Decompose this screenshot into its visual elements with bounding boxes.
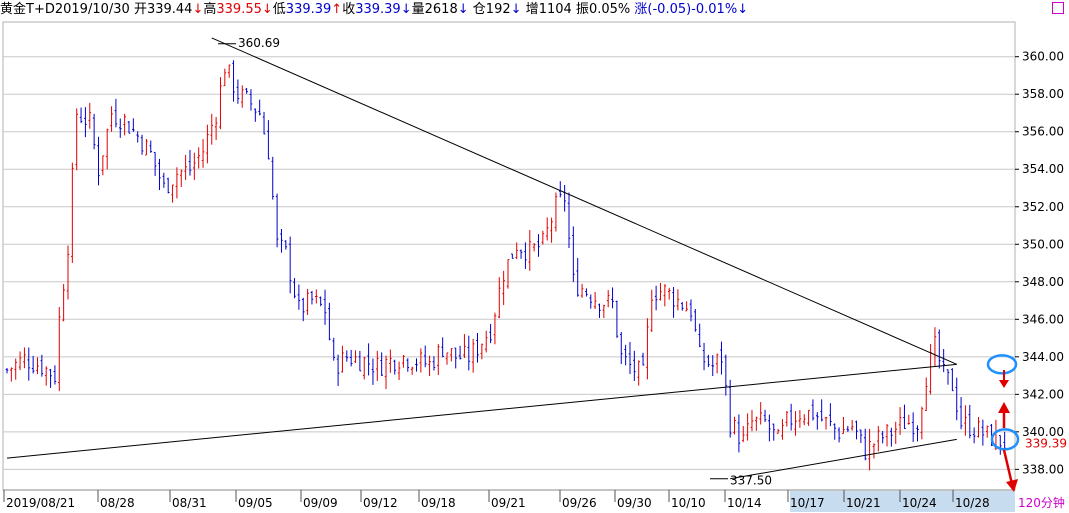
close-field: 收339.39↓ [342,2,412,17]
trendline-upper-resistance [211,37,957,365]
quote-date: 2019/10/30 [54,2,130,17]
arrow-up-head [998,402,1010,413]
x-tick-label: 09/18 [421,496,456,510]
breakout-circle-lower [990,428,1020,451]
y-tick-label: 346.00 [1022,312,1064,326]
amplitude-field: 振0.05% [575,2,631,17]
x-tick-label: 10/24 [902,496,937,510]
x-tick-label: 09/12 [363,496,398,510]
annotation-high: 360.69 [238,36,280,50]
y-tick-label: 338.00 [1022,462,1064,476]
y-tick-label: 354.00 [1022,162,1064,176]
trendline-lower-support [6,363,957,459]
x-tick-label: 10/10 [671,496,706,510]
x-tick-label: 09/09 [303,496,338,510]
low-field: 低339.39↑ [272,2,343,17]
arrow-down-small-head [999,380,1009,388]
high-field: 高339.55↓ [203,2,273,17]
current-price-label: 339.39 [1025,436,1067,450]
position-field: 仓192↓ [472,2,522,17]
x-tick-label: 10/21 [846,496,881,510]
axis-highlight-band [790,491,1015,512]
annotation-low: 337.50 [730,474,772,488]
x-tick-label: 09/21 [491,496,526,510]
candles-group [5,60,1006,471]
y-tick-label: 348.00 [1022,275,1064,289]
arrow-down-large-head [1006,479,1018,492]
breakout-circle-upper [986,354,1018,375]
trendline-wedge-support [730,438,957,480]
y-tick-label: 358.00 [1022,87,1064,101]
y-tick-label: 340.00 [1022,425,1064,439]
x-tick-label: 08/28 [100,496,135,510]
change-field: 涨(-0.05)-0.01%↓ [634,2,749,17]
arrow-down-large [1002,449,1014,485]
y-tick-label: 360.00 [1022,50,1064,64]
x-tick-label: 08/31 [172,496,207,510]
increase-field: 增1104 [525,2,572,17]
open-field: 开339.44↓ [133,2,204,17]
x-tick-label: 09/30 [617,496,652,510]
x-tick-label: 09/05 [238,496,273,510]
timeframe-label: 120分钟 [1018,495,1065,510]
volume-field: 量2618↓ [411,2,469,17]
x-tick-label: 10/14 [727,496,762,510]
quote-info-bar: 黄金T+D2019/10/30 开339.44↓高339.55↓低339.39↑… [0,0,1010,20]
x-tick-label: 2019/08/21 [6,496,75,510]
x-tick-label: 09/26 [562,496,597,510]
y-tick-label: 352.00 [1022,200,1064,214]
y-tick-label: 342.00 [1022,387,1064,401]
window-square-icon[interactable] [1052,2,1064,14]
y-tick-label: 344.00 [1022,350,1064,364]
instrument-name: 黄金T+D [0,2,55,17]
plot-frame [2,21,1016,491]
y-tick-label: 350.00 [1022,237,1064,251]
x-tick-label: 10/28 [955,496,990,510]
x-tick-label: 10/17 [790,496,825,510]
y-tick-label: 356.00 [1022,125,1064,139]
